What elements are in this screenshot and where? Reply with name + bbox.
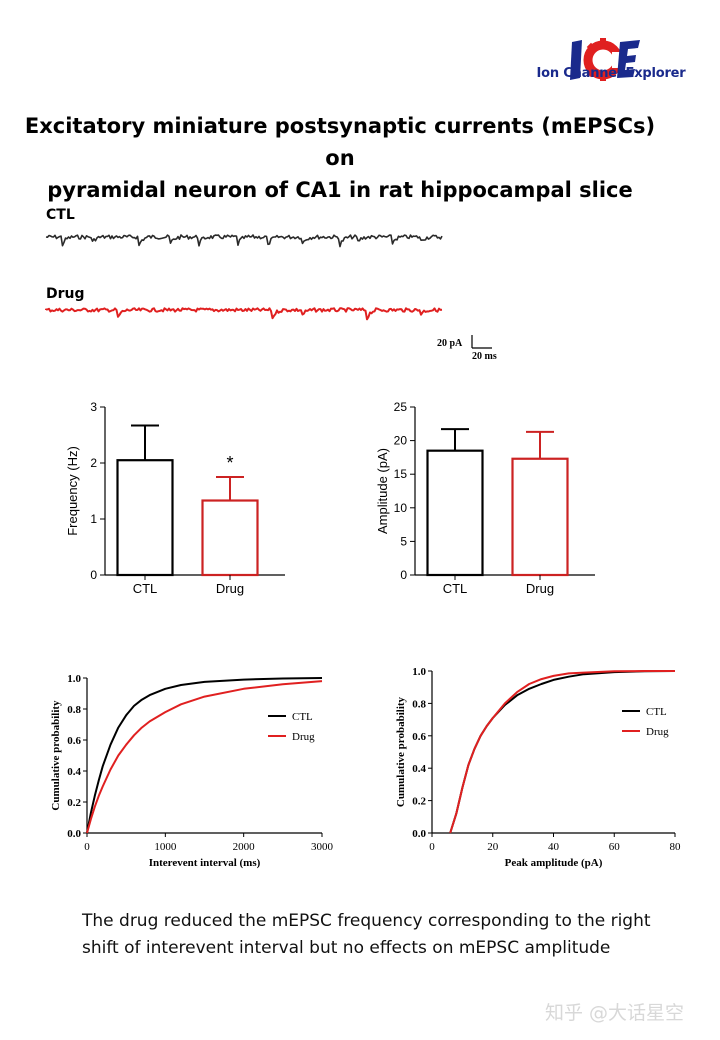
peak-x-axis-label: Peak amplitude (pA) [505,857,603,869]
amp-y-tick-label: 25 [394,400,408,414]
peak-y-tick-label: 0.8 [412,698,426,710]
scale-bar: 20 pA 20 ms [437,335,497,362]
ctl-trace-label: CTL [46,207,75,223]
interval-x-tick-label: 0 [84,841,90,853]
title-line-2: pyramidal neuron of CA1 in rat hippocamp… [47,178,633,202]
amp-y-tick-label: 5 [400,534,407,548]
ctl-trace [45,234,443,248]
peak-y-tick-label: 0.6 [412,731,426,743]
logo-letter-e [617,40,640,78]
interval-x-tick-label: 3000 [311,841,334,853]
interval-y-tick-label: 0.4 [67,766,81,778]
amp-bar-ctl [426,449,484,577]
peak-y-tick-label: 1.0 [412,666,426,678]
interevent-interval-cdf-chart: 0.0 0.2 0.4 0.6 0.8 1.0 0 1000 2000 3000 Intereven… [50,673,334,869]
peak-y-axis-label: Cumulative probability [395,696,407,807]
peak-series-ctl [449,670,676,834]
frequency-bar-chart: 0 1 2 3 Frequency (Hz) CTL Drug * [65,400,285,596]
peak-y-tick-label: 0.2 [412,796,426,808]
drug-trace-label: Drug [46,286,85,302]
amp-y-axis-label: Amplitude (pA) [375,448,390,534]
drug-trace [45,307,443,321]
interval-legend-label-drug: Drug [292,731,315,743]
interval-y-tick-label: 0.2 [67,797,81,809]
freq-x-tick-label: CTL [133,581,158,596]
page-title: Excitatory miniature postsynaptic curren… [20,110,660,206]
amp-y-tick-label: 0 [400,568,407,582]
freq-y-tick-label: 3 [90,400,97,414]
peak-series-drug [449,670,675,834]
amplitude-bar-chart: 0 5 10 15 20 25 Amplitude (pA) CTL Drug [375,400,595,596]
amp-y-tick-label: 20 [394,434,408,448]
amp-x-tick-label: Drug [526,581,554,596]
peak-x-tick-label: 0 [429,841,435,853]
peak-y-tick-label: 0.4 [412,763,426,775]
amp-x-tick-label: CTL [443,581,468,596]
current-traces [45,234,443,321]
peak-legend-label-ctl: CTL [646,706,667,718]
watermark: 知乎 @大话星空 [545,1002,685,1024]
peak-legend-label-drug: Drug [646,726,669,738]
freq-bar-ctl [116,459,174,577]
interval-x-axis-label: Interevent interval (ms) [149,857,261,869]
freq-y-tick-label: 2 [90,456,97,470]
logo-gear-gap [612,52,622,68]
logo-text: Ion Channel Explorer [536,66,686,81]
amp-y-tick-label: 10 [394,501,408,515]
peak-x-tick-label: 80 [670,841,682,853]
logo-letter-i [570,40,582,80]
caption-line-1: The drug reduced the mEPSC frequency cor… [82,911,651,931]
scale-time-label: 20 ms [472,351,497,362]
peak-y-tick-label: 0.0 [412,828,426,840]
interval-y-tick-label: 0.6 [67,735,81,747]
interval-y-tick-label: 1.0 [67,673,81,685]
interval-legend-label-ctl: CTL [292,711,313,723]
title-line-1: Excitatory miniature postsynaptic curren… [24,114,656,170]
freq-y-tick-label: 1 [90,512,97,526]
freq-x-tick-label: Drug [216,581,244,596]
scale-current-label: 20 pA [437,338,463,349]
freq-significance-marker: * [226,453,233,473]
interval-y-tick-label: 0.8 [67,704,81,716]
peak-x-tick-label: 60 [609,841,621,853]
interval-x-tick-label: 2000 [233,841,256,853]
interval-x-tick-label: 1000 [154,841,177,853]
amp-y-tick-label: 15 [394,467,408,481]
interval-y-axis-label: Cumulative probability [50,700,62,811]
peak-amplitude-cdf-chart: 0.0 0.2 0.4 0.6 0.8 1.0 0 20 40 60 80 Peak amplitud… [395,666,682,869]
interval-series-drug [86,680,323,834]
peak-x-tick-label: 40 [548,841,560,853]
freq-bar-drug [201,499,259,577]
caption: The drug reduced the mEPSC frequency cor… [82,908,682,962]
caption-line-2: shift of interevent interval but no effe… [82,938,611,958]
amp-bar-drug [511,457,569,577]
peak-x-tick-label: 20 [487,841,499,853]
ion-channel-explorer-logo [570,38,640,81]
freq-y-axis-label: Frequency (Hz) [65,446,80,536]
interval-series-ctl [86,677,323,834]
freq-y-tick-label: 0 [90,568,97,582]
interval-y-tick-label: 0.0 [67,828,81,840]
